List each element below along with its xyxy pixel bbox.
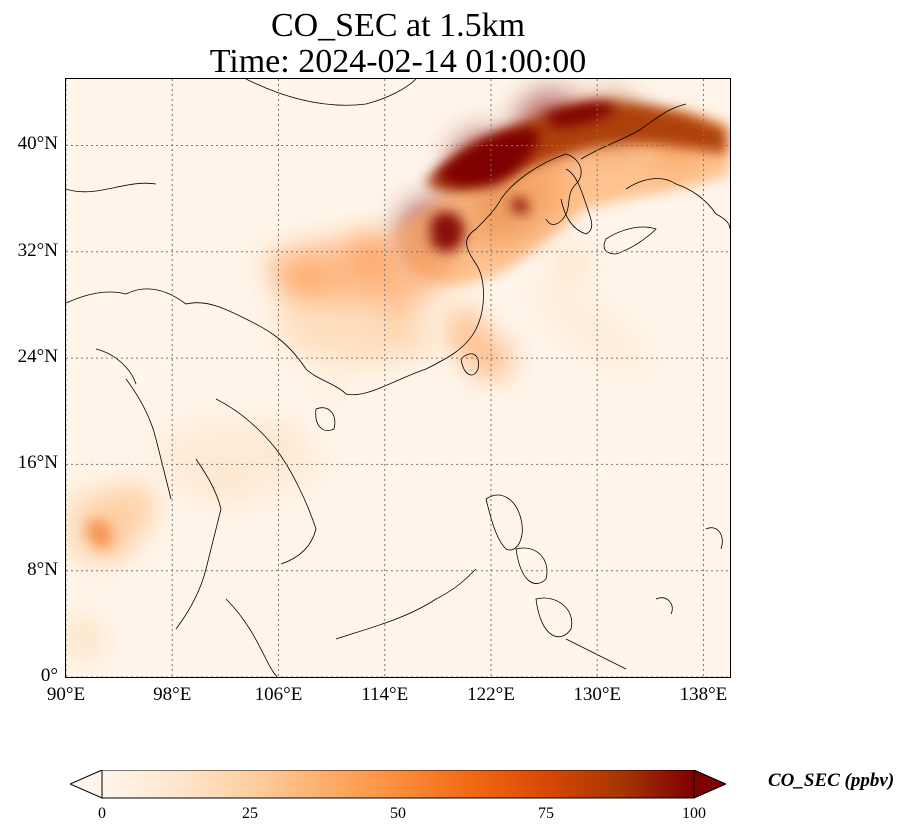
colorbar-tick-label-0: 0 (98, 805, 106, 822)
coastlines (66, 79, 730, 677)
colorbar (70, 770, 726, 799)
colorbar-tick-label-4: 100 (682, 805, 706, 822)
lat-tick-label-4: 32°N (17, 239, 58, 261)
lon-tick-label-1: 98°E (153, 684, 192, 705)
lat-tick-label-1: 8°N (27, 558, 58, 580)
colorbar-body (101, 770, 695, 799)
plume-region-13 (553, 247, 589, 283)
colorbar-tick-label-2: 50 (390, 805, 406, 822)
lon-tick-label-6: 138°E (679, 684, 728, 705)
lon-tick-label-3: 114°E (361, 684, 409, 705)
title-line-2: Time: 2024-02-14 01:00:00 (209, 43, 587, 80)
lat-tick-label-3: 24°N (17, 346, 58, 368)
lon-tick-label-0: 90°E (46, 684, 86, 705)
lon-tick-label-4: 122°E (467, 684, 515, 705)
lon-tick-label-2: 106°E (254, 684, 303, 705)
map-panel (65, 78, 731, 678)
colorbar-extend-max (693, 770, 726, 799)
colorbar-tick-label-3: 75 (538, 805, 554, 822)
lat-tick-label-0: 0° (40, 665, 58, 686)
lat-tick-label-5: 40°N (17, 133, 58, 155)
lat-tick-label-2: 16°N (17, 452, 58, 474)
colorbar-tick-label-1: 25 (242, 805, 258, 822)
lon-tick-label-5: 130°E (573, 684, 622, 705)
map-canvas (66, 79, 730, 677)
plume-shading (66, 102, 730, 662)
title-line-1: CO_SEC at 1.5km (270, 7, 526, 44)
colorbar-label: CO_SEC (ppbv) (768, 770, 895, 791)
colorbar-extend-min (70, 770, 103, 799)
gridlines (66, 79, 730, 677)
